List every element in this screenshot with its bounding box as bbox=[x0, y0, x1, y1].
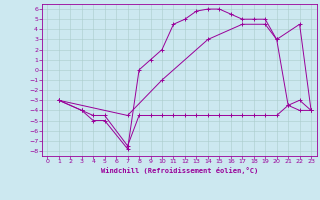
X-axis label: Windchill (Refroidissement éolien,°C): Windchill (Refroidissement éolien,°C) bbox=[100, 167, 258, 174]
